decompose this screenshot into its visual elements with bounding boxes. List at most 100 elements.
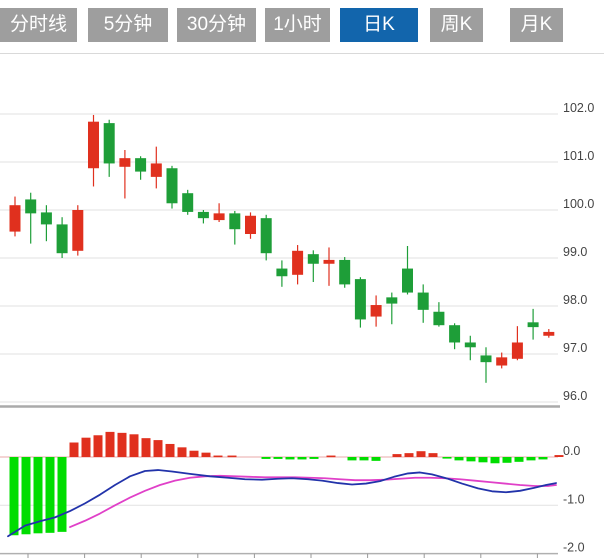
macd-bar-positive <box>554 455 564 457</box>
tab-月K[interactable]: 月K <box>510 8 563 42</box>
dea-line <box>69 474 557 528</box>
macd-bar-negative <box>45 457 55 533</box>
macd-bar-negative <box>57 457 67 532</box>
macd-bar-positive <box>189 450 199 457</box>
candle-body-up <box>496 357 508 366</box>
candle-body-up <box>370 305 382 317</box>
tab-1小时[interactable]: 1小时 <box>265 8 330 42</box>
macd-bar-negative <box>273 457 283 459</box>
price-axis-label: 96.0 <box>563 389 587 403</box>
macd-axis-label: -1.0 <box>563 492 585 506</box>
candle-body-down <box>276 268 288 277</box>
candle-body-down <box>40 212 52 225</box>
candle-body-down <box>354 279 366 320</box>
macd-bar-negative <box>261 457 271 459</box>
candle-body-up <box>213 213 225 221</box>
candle-body-down <box>449 325 461 343</box>
chart-area[interactable]: 102.0 101.0 100.0 99.0 98.0 97.0 96.0 0.0 -1.0 -… <box>0 54 604 559</box>
macd-bar-negative <box>285 457 295 460</box>
macd-bar-negative <box>297 457 307 460</box>
macd-bar-positive <box>81 437 91 457</box>
macd-bar-negative <box>309 457 319 459</box>
macd-histogram <box>9 431 564 536</box>
dif-line <box>7 469 557 538</box>
macd-bar-positive <box>105 431 115 457</box>
candle-body-down <box>464 342 476 348</box>
candle-body-down <box>197 211 209 219</box>
candle-body-down <box>103 123 115 164</box>
x-axis <box>27 553 538 558</box>
candle-body-up <box>245 215 256 234</box>
macd-bar-positive <box>404 453 414 457</box>
macd-bar-positive <box>153 440 163 457</box>
candle-body-up <box>72 210 84 251</box>
macd-bar-positive <box>428 453 438 457</box>
candle-body-up <box>511 342 523 359</box>
price-axis-label: 98.0 <box>563 293 587 307</box>
macd-bar-negative <box>490 457 500 464</box>
candle-body-down <box>135 158 147 172</box>
candle-body-down <box>166 168 178 204</box>
macd-bar-positive <box>177 447 187 457</box>
candle-body-down <box>433 311 445 326</box>
macd-bar-negative <box>466 457 476 462</box>
macd-bar-positive <box>201 452 211 457</box>
price-axis-label: 101.0 <box>563 149 594 163</box>
macd-bar-positive <box>326 455 336 458</box>
tab-30分钟[interactable]: 30分钟 <box>177 8 256 42</box>
macd-bar-positive <box>213 455 223 458</box>
period-tabbar: 分时线 5分钟 30分钟 1小时 日K 周K 月K <box>0 0 604 53</box>
macd-bar-negative <box>347 457 357 461</box>
macd-bar-negative <box>526 457 536 461</box>
tab-日K-active[interactable]: 日K <box>340 8 418 42</box>
price-axis-labels: 102.0 101.0 100.0 99.0 98.0 97.0 96.0 <box>563 101 594 403</box>
candle-body-down <box>182 193 194 212</box>
macd-axis-labels: 0.0 -1.0 -2.0 <box>563 444 585 555</box>
macd-bar-negative <box>442 457 452 459</box>
candlestick-series <box>9 114 555 383</box>
price-axis-label: 100.0 <box>563 197 594 211</box>
candle-body-up <box>292 250 304 275</box>
tab-5分钟[interactable]: 5分钟 <box>88 8 168 42</box>
candle-body-up <box>150 163 162 177</box>
macd-bar-positive <box>165 443 175 457</box>
tab-分时线[interactable]: 分时线 <box>0 8 77 42</box>
macd-bar-positive <box>129 434 139 457</box>
macd-bar-positive <box>93 435 103 457</box>
price-gridlines <box>0 113 560 408</box>
macd-bar-positive <box>141 438 151 457</box>
candle-body-up <box>119 158 131 167</box>
tab-周K[interactable]: 周K <box>430 8 483 42</box>
candle-body-down <box>260 218 272 254</box>
tabbar-divider <box>0 53 604 54</box>
macd-axis-label: -2.0 <box>563 541 585 555</box>
candle-body-up <box>9 205 21 232</box>
macd-bar-negative <box>538 457 548 460</box>
macd-bar-negative <box>454 457 464 461</box>
candle-body-up <box>323 259 335 264</box>
candle-body-down <box>339 259 351 285</box>
price-axis-label: 97.0 <box>563 341 587 355</box>
price-axis-label: 102.0 <box>563 101 594 115</box>
candle-body-down <box>417 292 429 310</box>
candle-body-up <box>88 121 99 169</box>
candle-body-down <box>307 254 319 264</box>
candle-body-down <box>25 199 37 214</box>
macd-axis-label: 0.0 <box>563 444 580 458</box>
macd-bar-positive <box>69 442 79 457</box>
macd-bar-negative <box>371 457 381 461</box>
candle-body-down <box>386 297 398 304</box>
candle-body-down <box>480 355 492 363</box>
macd-bar-positive <box>392 454 402 457</box>
macd-bar-negative <box>21 457 31 535</box>
macd-bar-positive <box>416 451 426 457</box>
candle-body-down <box>402 268 413 293</box>
macd-bar-negative <box>9 457 19 536</box>
macd-bar-positive <box>117 432 127 457</box>
candle-body-down <box>527 322 539 328</box>
candle-body-down <box>229 213 241 230</box>
candle-body-up <box>543 331 555 336</box>
macd-gridlines <box>0 456 558 555</box>
macd-lines <box>7 469 557 538</box>
